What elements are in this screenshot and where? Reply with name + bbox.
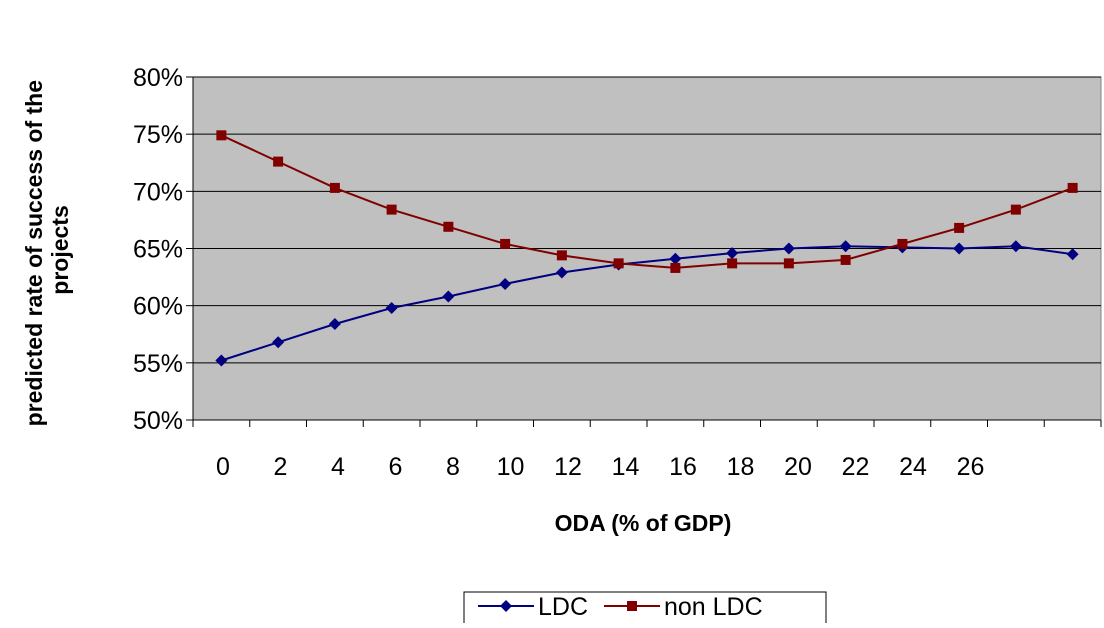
x-tick-label: 16 — [669, 453, 697, 481]
y-tick-label: 65% — [133, 236, 183, 264]
data-point — [556, 250, 567, 261]
data-point — [783, 258, 794, 269]
x-tick-label: 6 — [389, 453, 403, 481]
data-point — [500, 238, 511, 249]
x-tick-label: 14 — [612, 453, 640, 481]
x-tick-label: 8 — [446, 453, 460, 481]
data-point — [329, 182, 340, 193]
y-axis-title: predicted rate of success of the project… — [21, 74, 73, 427]
y-tick-label: 70% — [133, 178, 183, 206]
data-point — [726, 247, 739, 260]
data-point — [1066, 248, 1079, 261]
gridlines — [193, 76, 1101, 364]
x-tick-label: 12 — [554, 453, 582, 481]
data-point — [669, 252, 682, 265]
data-point — [1010, 204, 1021, 215]
data-point — [328, 317, 341, 330]
data-point — [443, 221, 454, 232]
y-tick-label: 80% — [133, 64, 183, 92]
data-point — [670, 262, 681, 273]
data-point — [839, 240, 852, 253]
data-point — [272, 336, 285, 349]
y-tick-label: 50% — [133, 407, 183, 435]
y-axis-title-line-1: predicted rate of success of the — [21, 80, 47, 426]
data-point — [840, 254, 851, 265]
data-point — [954, 222, 965, 233]
x-tick-label: 20 — [784, 453, 812, 481]
data-point — [442, 290, 455, 303]
data-point — [555, 266, 568, 279]
y-axis-title-line-2: projects — [47, 205, 73, 294]
x-tick-label: 2 — [274, 453, 288, 481]
series-line-2 — [220, 134, 1073, 269]
x-tick-label: 18 — [727, 453, 755, 481]
x-axis-title: ODA (% of GDP) — [555, 510, 732, 536]
data-point — [385, 301, 398, 314]
x-tick-label: 22 — [842, 453, 870, 481]
y-tick-label: 60% — [133, 293, 183, 321]
legend: LDC non LDC — [463, 591, 827, 628]
legend-label: non LDC — [664, 593, 763, 621]
data-point — [1067, 182, 1078, 193]
data-point — [782, 242, 795, 255]
data-point — [727, 258, 738, 269]
legend-box — [463, 591, 827, 628]
x-tick-label: 10 — [497, 453, 525, 481]
data-point — [897, 238, 908, 249]
axes: 50%55%60%65%70%75%80%0 2 4 6 8 10 12 14 16 18 20 22… — [133, 64, 1102, 481]
legend-marker — [500, 600, 512, 612]
data-point — [215, 354, 228, 367]
data-point — [216, 130, 227, 141]
data-point — [1009, 240, 1022, 253]
data-point — [273, 156, 284, 167]
series-line-1 — [221, 245, 1073, 362]
x-tick-label: 4 — [331, 453, 345, 481]
data-point — [953, 242, 966, 255]
y-tick-label: 75% — [133, 121, 183, 149]
data-point — [386, 204, 397, 215]
x-tick-label: 0 — [216, 453, 230, 481]
series — [215, 130, 1079, 367]
y-tick-label: 55% — [133, 350, 183, 378]
x-tick-label: 24 — [899, 453, 927, 481]
x-tick-label: 26 — [957, 453, 985, 481]
legend-marker — [627, 601, 637, 611]
data-point — [499, 277, 512, 290]
data-point — [613, 258, 624, 269]
legend-label: LDC — [538, 593, 588, 621]
